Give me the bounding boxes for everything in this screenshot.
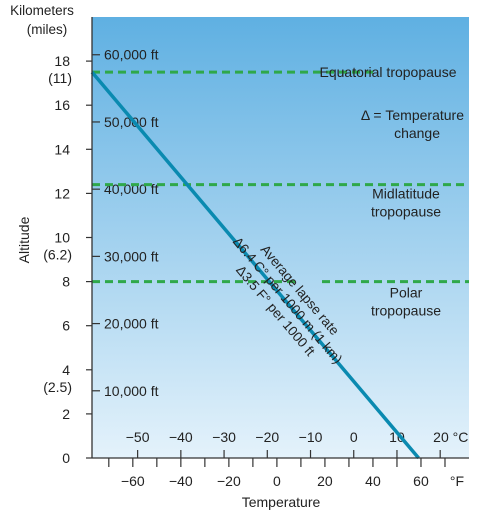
y-axis-title: Altitude: [16, 216, 32, 263]
celsius-tick-label: 10: [389, 429, 405, 445]
feet-tick-label: 10,000 ft: [104, 383, 159, 399]
tropopause-label: tropopause: [371, 204, 441, 220]
tropopause-label: Midlatitude: [372, 186, 440, 202]
plot-background: [92, 17, 469, 458]
feet-tick-label: 20,000 ft: [104, 316, 159, 332]
celsius-tick-label: 20 °C: [433, 429, 468, 445]
celsius-tick-label: −10: [299, 429, 323, 445]
fahrenheit-tick-label: 40: [365, 473, 381, 489]
x-axis-title: Temperature: [242, 494, 321, 510]
y-tick-label: 0: [62, 450, 70, 466]
y-tick-label: 8: [62, 274, 70, 290]
feet-tick-label: 50,000 ft: [104, 114, 159, 130]
y-tick-label: 4: [62, 362, 70, 378]
y-tick-label: 14: [54, 141, 70, 157]
y-unit-primary: Kilometers: [10, 3, 74, 18]
y-tick-label: 10: [54, 230, 70, 246]
feet-tick-label: 60,000 ft: [104, 47, 159, 63]
fahrenheit-tick-label: 20: [317, 473, 333, 489]
celsius-tick-label: −30: [212, 429, 236, 445]
fahrenheit-tick-label: 60: [413, 473, 429, 489]
fahrenheit-tick-label: −40: [169, 473, 193, 489]
celsius-tick-label: −40: [169, 429, 193, 445]
lapse-rate-line: [90, 70, 420, 460]
y-tick-label: 2: [62, 406, 70, 422]
y-tick-sublabel: (11): [48, 70, 72, 86]
tropopause-label: Polar: [390, 285, 423, 301]
fahrenheit-tick-label: −20: [217, 473, 241, 489]
fahrenheit-tick-label: °F: [450, 473, 464, 489]
y-tick-label: 6: [62, 318, 70, 334]
fahrenheit-tick-label: −60: [121, 473, 145, 489]
celsius-tick-label: −50: [126, 429, 150, 445]
y-unit-secondary: (miles): [27, 22, 68, 37]
y-tick-label: 16: [54, 97, 70, 113]
fahrenheit-tick-label: 0: [273, 473, 281, 489]
feet-tick-label: 30,000 ft: [104, 248, 159, 264]
y-tick-sublabel: (2.5): [43, 379, 72, 395]
delta-annotation-line-2: change: [394, 125, 440, 141]
y-tick-label: 12: [54, 185, 70, 201]
celsius-tick-label: −20: [255, 429, 279, 445]
tropopause-label: tropopause: [371, 303, 441, 319]
y-tick-label: 18: [54, 53, 70, 69]
tropopause-label: Equatorial tropopause: [320, 64, 457, 80]
y-tick-sublabel: (6.2): [43, 247, 72, 263]
celsius-tick-label: 0: [350, 429, 358, 445]
delta-annotation-line-1: Δ = Temperature: [361, 107, 464, 123]
